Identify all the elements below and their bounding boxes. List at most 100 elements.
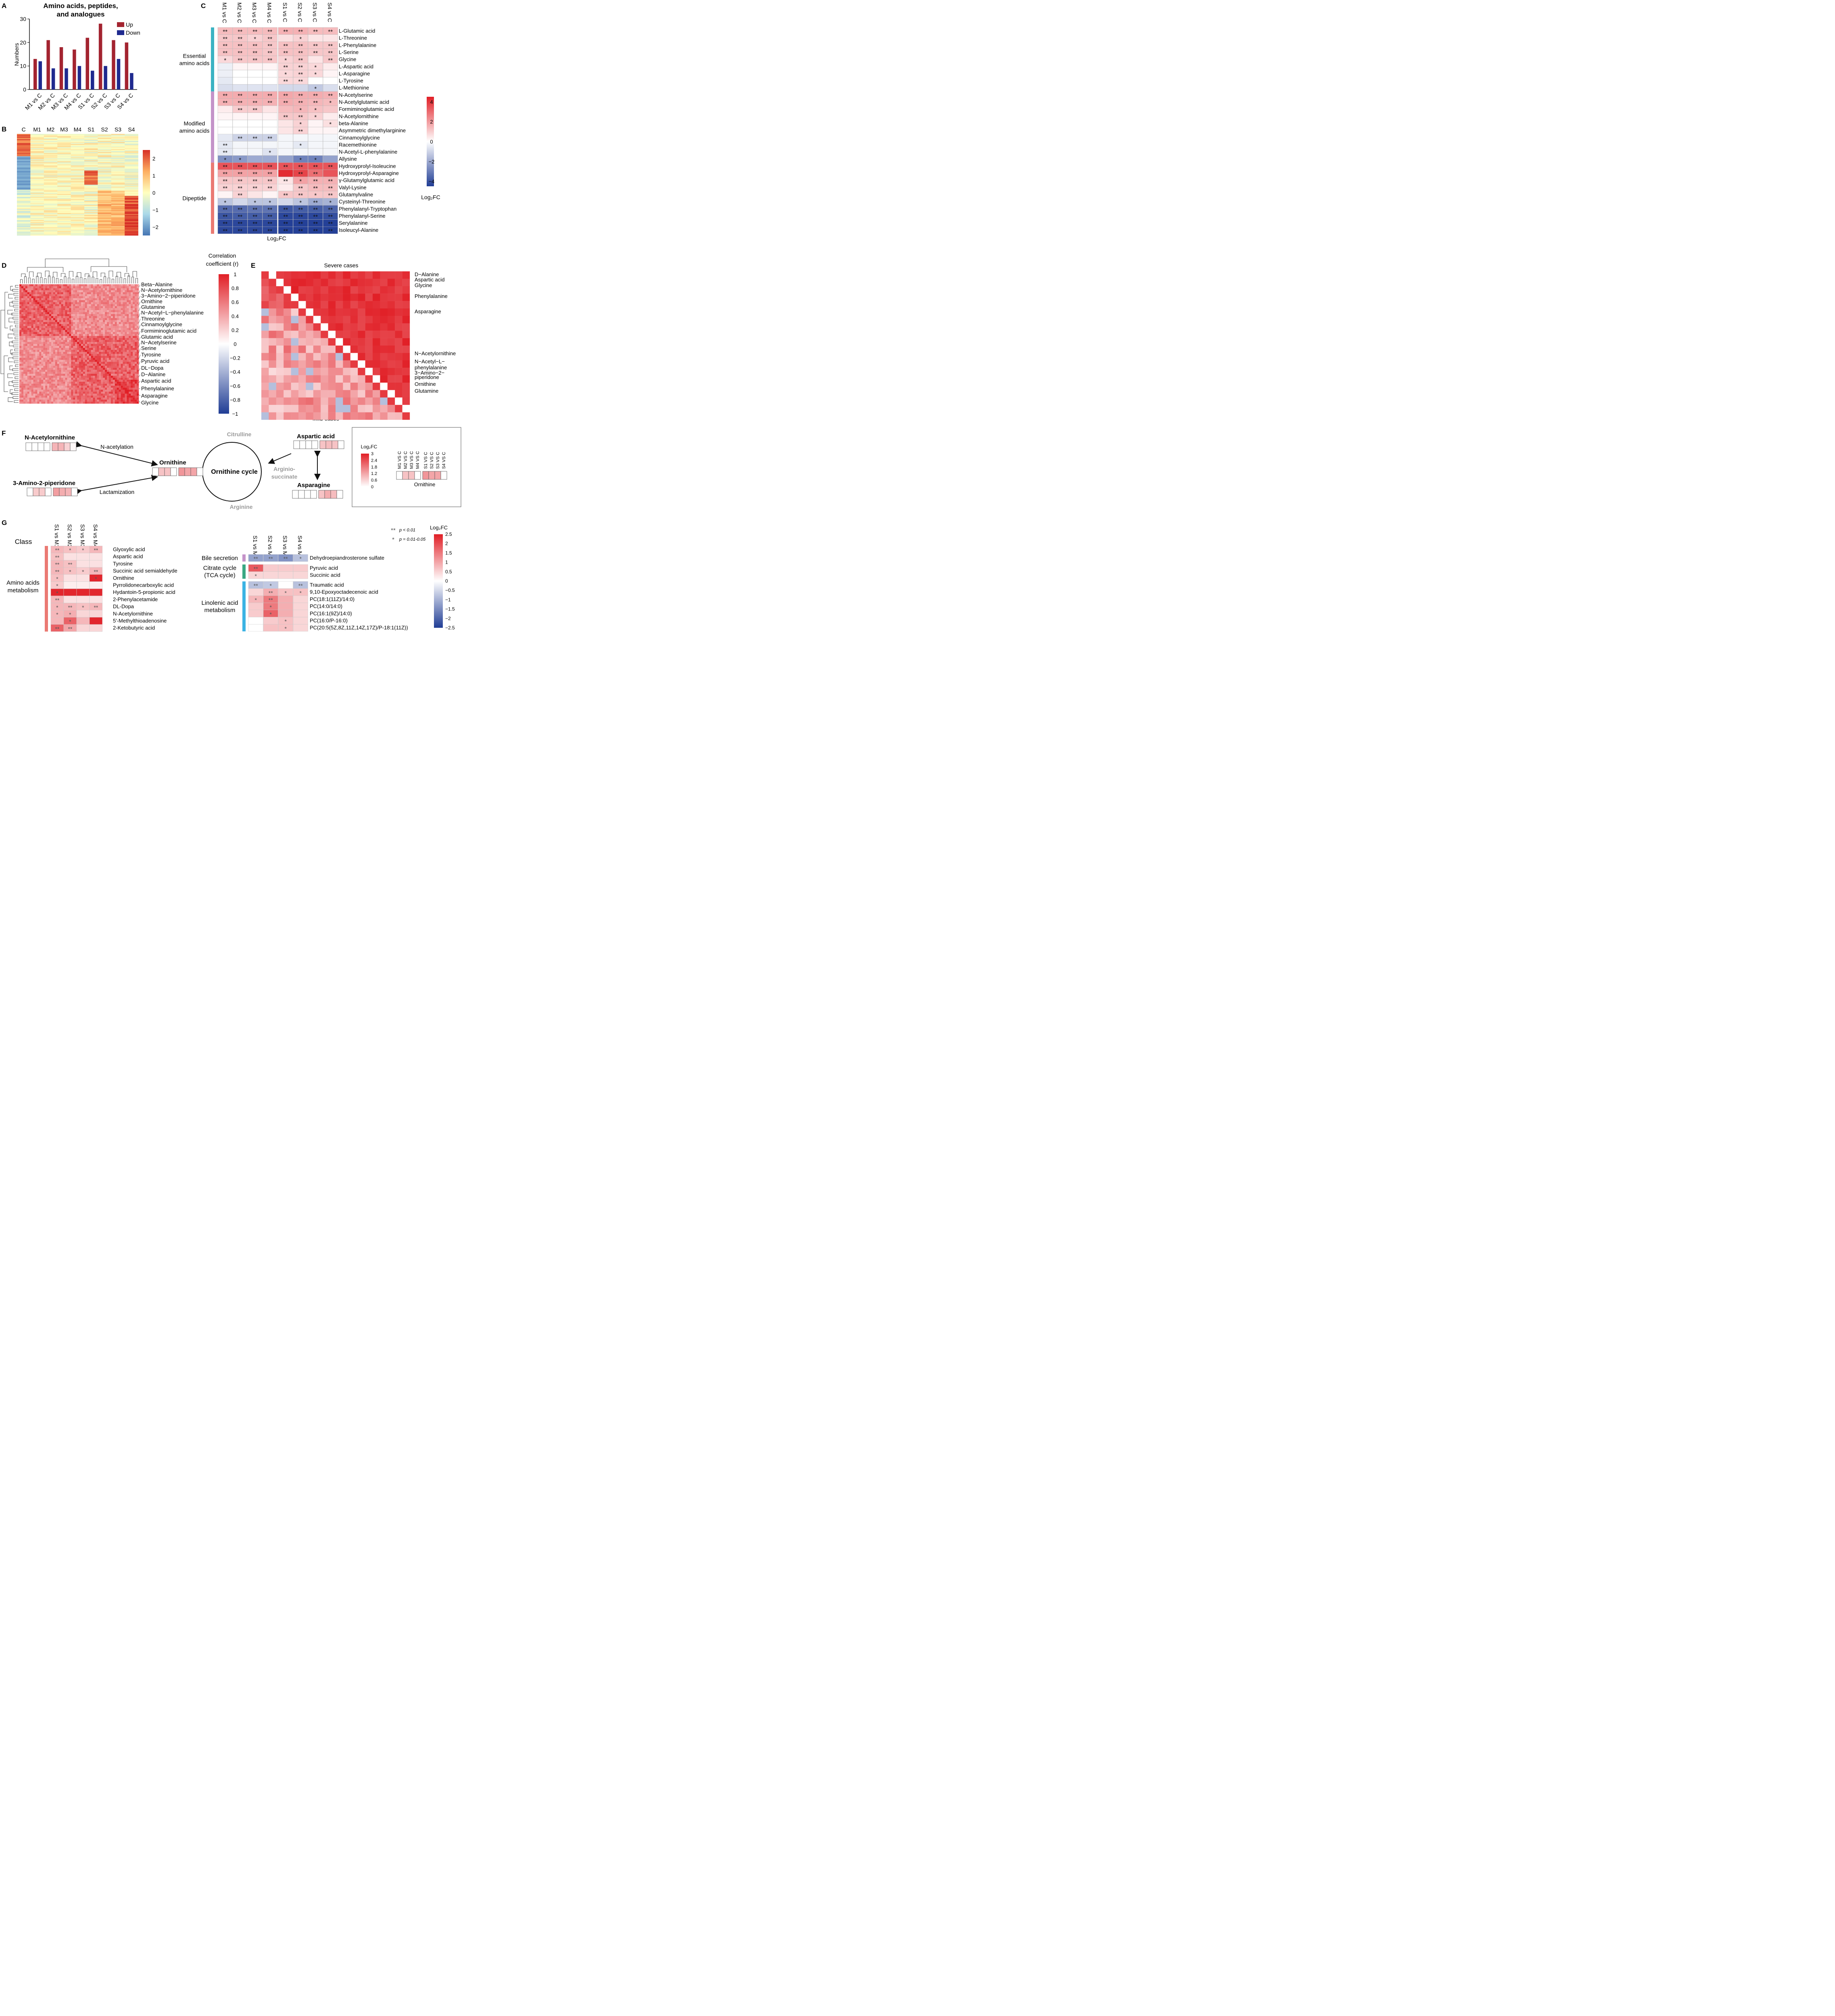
chart-d-cell bbox=[115, 338, 117, 340]
chart-d-cell bbox=[131, 284, 133, 287]
chart-d-cell bbox=[65, 294, 67, 296]
chart-d-cell bbox=[125, 284, 127, 287]
chart-d-row bbox=[19, 304, 139, 306]
chart-d-cell bbox=[61, 334, 63, 336]
chart-d-cell bbox=[45, 383, 48, 386]
chart-d-cell bbox=[107, 290, 109, 292]
chart-c-row: ** ** ** ** ** ** ** ** bbox=[217, 162, 338, 171]
chart-d-cell bbox=[67, 308, 69, 310]
chart-b-cell bbox=[98, 194, 112, 195]
chart-b-cell bbox=[44, 233, 58, 235]
chart-b-cell bbox=[30, 212, 44, 213]
chart-d-row bbox=[19, 286, 139, 289]
chart-b-cell bbox=[17, 155, 31, 156]
chart-b-cell bbox=[30, 185, 44, 187]
chart-d-cell bbox=[81, 356, 83, 358]
chart-d-cell bbox=[27, 375, 29, 378]
chart-d-cell bbox=[33, 290, 35, 292]
chart-b-cell bbox=[98, 165, 112, 167]
chart-b-cell bbox=[71, 182, 85, 184]
chart-c-significance: ** bbox=[267, 228, 272, 235]
chart-b-cell bbox=[44, 167, 58, 169]
chart-d-cell bbox=[111, 322, 113, 324]
chart-d-cell bbox=[127, 314, 129, 317]
chart-d-cell bbox=[27, 377, 29, 380]
chart-d-cell bbox=[55, 340, 57, 342]
chart-d-dendro-branch bbox=[13, 396, 19, 399]
chart-d-cell bbox=[59, 348, 61, 350]
chart-d-cell bbox=[127, 374, 129, 376]
chart-d-cell bbox=[53, 324, 55, 326]
chart-d-cell bbox=[113, 302, 115, 304]
chart-d-cell bbox=[83, 368, 85, 370]
chart-d-cell bbox=[77, 352, 79, 354]
chart-d-cell bbox=[33, 314, 35, 317]
chart-b-cell bbox=[84, 147, 98, 148]
chart-d-cell bbox=[117, 310, 119, 312]
chart-c-cell bbox=[323, 112, 338, 120]
chart-c-row: ************ bbox=[217, 56, 338, 64]
chart-b-cell bbox=[98, 215, 112, 217]
chart-d-dendro-branch bbox=[15, 364, 19, 367]
chart-d-cell bbox=[83, 358, 85, 360]
chart-b-cell bbox=[125, 204, 138, 205]
chart-d-cell bbox=[89, 290, 91, 292]
chart-d-cell bbox=[81, 304, 83, 306]
chart-d-cell bbox=[105, 356, 107, 358]
chart-b-cell bbox=[71, 161, 85, 162]
chart-d-cell bbox=[77, 324, 79, 326]
chart-b-cell bbox=[30, 231, 44, 233]
chart-b-cell bbox=[44, 211, 58, 212]
chart-b-cell bbox=[57, 142, 71, 143]
chart-b-cell bbox=[84, 185, 98, 186]
chart-d-cell bbox=[31, 332, 33, 334]
chart-d-cell bbox=[123, 348, 125, 350]
chart-d-cell bbox=[31, 383, 33, 386]
chart-d-cell bbox=[95, 392, 97, 394]
chart-b-cell bbox=[111, 140, 125, 141]
chart-d-cell bbox=[39, 396, 42, 398]
chart-d-cell bbox=[105, 374, 107, 376]
chart-d-cell bbox=[83, 298, 85, 300]
chart-d-cell bbox=[29, 284, 31, 287]
chart-d-cell bbox=[65, 310, 67, 312]
chart-d-cell bbox=[97, 396, 99, 398]
chart-d-cell bbox=[111, 312, 113, 314]
chart-a-ytick-label: 20 bbox=[20, 39, 26, 46]
chart-d-cell bbox=[131, 342, 133, 344]
chart-d-cell bbox=[89, 328, 91, 330]
chart-d-cell bbox=[29, 352, 31, 354]
chart-b-cell bbox=[30, 202, 44, 203]
chart-b-cell bbox=[71, 154, 85, 156]
chart-d-cell bbox=[59, 322, 61, 324]
chart-a-bar-down bbox=[91, 71, 94, 90]
chart-d-cell bbox=[37, 372, 40, 374]
chart-b-cell bbox=[84, 233, 98, 235]
chart-d-cell bbox=[39, 379, 42, 382]
chart-b-cell bbox=[111, 203, 125, 204]
chart-b-cell bbox=[71, 227, 85, 229]
chart-d-cell bbox=[127, 332, 129, 334]
chart-d-cell bbox=[67, 379, 69, 382]
chart-d-cell bbox=[49, 316, 52, 319]
chart-d-cell bbox=[69, 379, 71, 382]
chart-d-cell bbox=[71, 288, 73, 290]
chart-d-cell bbox=[55, 352, 57, 354]
chart-d-cell bbox=[123, 381, 125, 384]
chart-d-cell bbox=[39, 320, 42, 322]
chart-d-cell bbox=[97, 362, 99, 364]
chart-b-cell bbox=[125, 224, 138, 226]
chart-d-dendro-branch bbox=[37, 273, 42, 277]
chart-d-cell bbox=[61, 300, 63, 302]
chart-b-cell bbox=[98, 156, 112, 158]
chart-d-cell bbox=[43, 318, 46, 320]
chart-d-cell bbox=[129, 389, 131, 392]
chart-d-cell bbox=[89, 294, 91, 296]
chart-c-cell bbox=[262, 127, 277, 135]
chart-d-cell bbox=[81, 358, 83, 360]
chart-d-cell bbox=[107, 387, 109, 390]
chart-d-cell bbox=[21, 342, 24, 344]
chart-b-cell bbox=[57, 144, 71, 146]
chart-d-cell bbox=[91, 332, 93, 334]
chart-d-cell bbox=[95, 284, 97, 287]
